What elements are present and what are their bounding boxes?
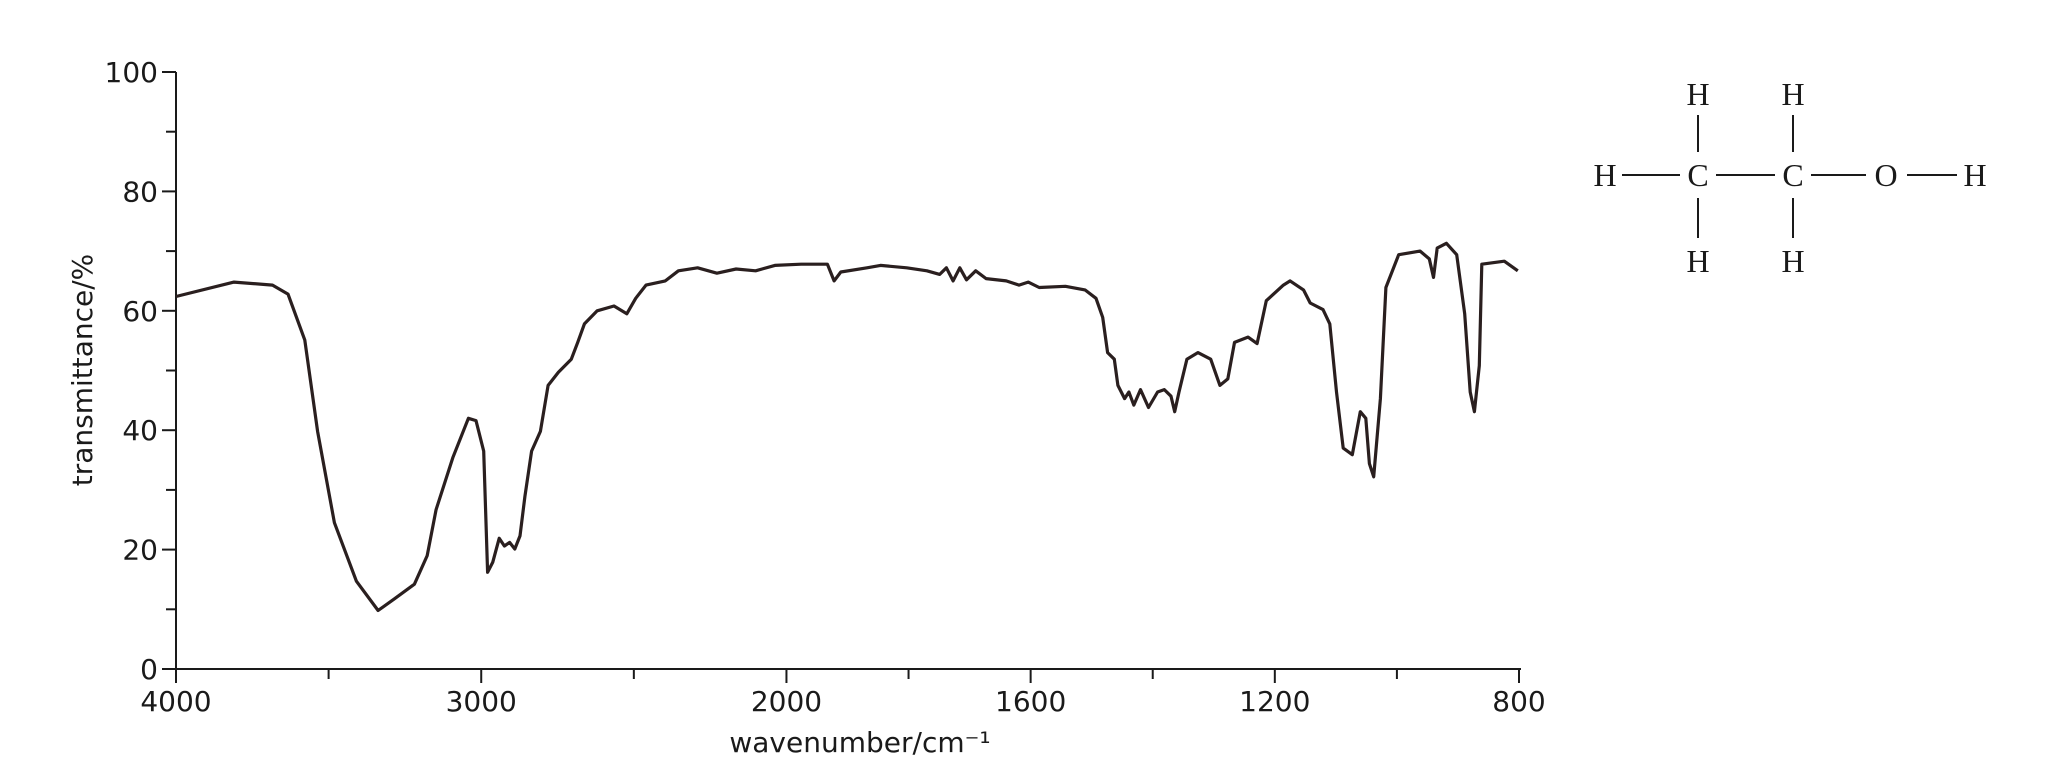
atom-label: O bbox=[1874, 157, 1897, 193]
x-axis-title: wavenumber/cm⁻¹ bbox=[729, 726, 990, 759]
atom-label: C bbox=[1782, 157, 1803, 193]
atom-label: H bbox=[1593, 157, 1616, 193]
atom-label: H bbox=[1686, 243, 1709, 279]
x-tick-label: 1200 bbox=[1239, 685, 1310, 718]
atom-label: H bbox=[1686, 76, 1709, 112]
y-tick-label: 40 bbox=[122, 414, 158, 447]
molecule-bonds bbox=[1622, 115, 1957, 238]
y-axis-title: transmittance/% bbox=[66, 254, 99, 487]
x-tick-label: 4000 bbox=[140, 685, 211, 718]
y-tick-label: 0 bbox=[140, 653, 158, 686]
spectrum-line bbox=[175, 241, 1519, 613]
atom-label: H bbox=[1781, 243, 1804, 279]
x-tick-label: 3000 bbox=[446, 685, 517, 718]
atom-label: H bbox=[1963, 157, 1986, 193]
atom-label: C bbox=[1687, 157, 1708, 193]
x-tick-label: 800 bbox=[1492, 685, 1545, 718]
y-tick-label: 60 bbox=[122, 295, 158, 328]
y-tick-label: 20 bbox=[122, 534, 158, 567]
x-tick-label: 1600 bbox=[995, 685, 1066, 718]
y-tick-label: 80 bbox=[122, 175, 158, 208]
atom-label: H bbox=[1781, 76, 1804, 112]
y-tick-label: 100 bbox=[105, 56, 158, 89]
x-tick-label: 2000 bbox=[751, 685, 822, 718]
